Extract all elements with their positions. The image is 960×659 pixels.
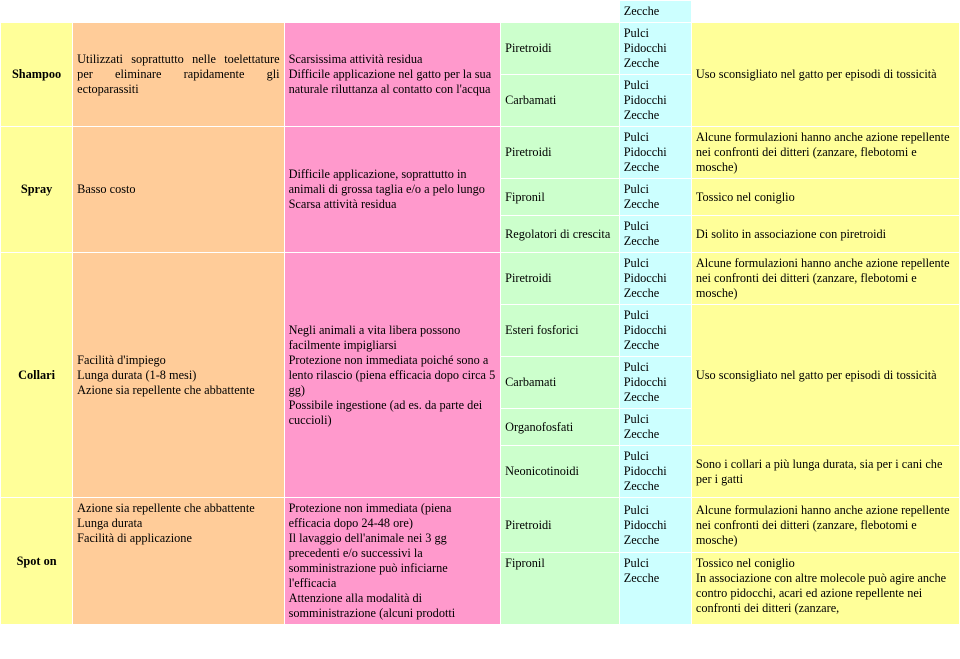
target-cell: PulciPidocchiZecche bbox=[619, 446, 691, 498]
note-cell: Sono i collari a più lunga durata, sia p… bbox=[691, 446, 959, 498]
target-cell: PulciPidocchiZecche bbox=[619, 305, 691, 357]
target-cell: PulciPidocchiZecche bbox=[619, 23, 691, 75]
advantages-spray: Basso costo bbox=[73, 127, 284, 253]
ingredient-cell: Organofosfati bbox=[501, 409, 620, 446]
ingredient-cell: Esteri fosforici bbox=[501, 305, 620, 357]
target-cell: PulciPidocchiZecche bbox=[619, 253, 691, 305]
disadvantages-collari: Negli animali a vita libera possono faci… bbox=[284, 253, 501, 498]
type-spoton: Spot on bbox=[1, 498, 73, 625]
type-spray: Spray bbox=[1, 127, 73, 253]
target-cell: Zecche bbox=[619, 1, 691, 23]
ingredient-cell: Fipronil bbox=[501, 179, 620, 216]
note-cell: Alcune formulazioni hanno anche azione r… bbox=[691, 127, 959, 179]
advantages-spoton: Azione sia repellente che abbattenteLung… bbox=[73, 498, 284, 625]
ingredient-cell: Piretroidi bbox=[501, 253, 620, 305]
note-cell: Tossico nel coniglioIn associazione con … bbox=[691, 553, 959, 625]
ingredient-cell: Carbamati bbox=[501, 357, 620, 409]
type-collari: Collari bbox=[1, 253, 73, 498]
note-cell: Uso sconsigliato nel gatto per episodi d… bbox=[691, 305, 959, 446]
note-cell: Tossico nel coniglio bbox=[691, 179, 959, 216]
blank bbox=[73, 1, 284, 23]
disadvantages-spray: Difficile applicazione, soprattutto in a… bbox=[284, 127, 501, 253]
ingredient-cell: Carbamati bbox=[501, 75, 620, 127]
blank bbox=[1, 1, 73, 23]
note-cell: Di solito in associazione con piretroidi bbox=[691, 216, 959, 253]
advantages-collari: Facilità d'impiegoLunga durata (1-8 mesi… bbox=[73, 253, 284, 498]
note-cell: Alcune formulazioni hanno anche azione r… bbox=[691, 253, 959, 305]
disadvantages-shampoo: Scarsissima attività residuaDifficile ap… bbox=[284, 23, 501, 127]
target-cell: PulciZecche bbox=[619, 409, 691, 446]
target-cell: PulciPidocchiZecche bbox=[619, 75, 691, 127]
advantages-shampoo: Utilizzati soprattutto nelle toelettatur… bbox=[73, 23, 284, 127]
ingredient-cell: Piretroidi bbox=[501, 498, 620, 553]
blank bbox=[691, 1, 959, 23]
target-cell: PulciZecche bbox=[619, 553, 691, 625]
target-cell: PulciPidocchiZecche bbox=[619, 498, 691, 553]
note-shampoo: Uso sconsigliato nel gatto per episodi d… bbox=[691, 23, 959, 127]
ingredient-cell: Regolatori di crescita bbox=[501, 216, 620, 253]
disadvantages-spoton: Protezione non immediata (piena efficaci… bbox=[284, 498, 501, 625]
blank bbox=[284, 1, 501, 23]
ingredient-cell: Piretroidi bbox=[501, 23, 620, 75]
ingredient-cell: Fipronil bbox=[501, 553, 620, 625]
blank bbox=[501, 1, 620, 23]
type-shampoo: Shampoo bbox=[1, 23, 73, 127]
target-cell: PulciPidocchiZecche bbox=[619, 357, 691, 409]
ingredient-cell: Neonicotinoidi bbox=[501, 446, 620, 498]
note-cell: Alcune formulazioni hanno anche azione r… bbox=[691, 498, 959, 553]
target-cell: PulciPidocchiZecche bbox=[619, 127, 691, 179]
target-cell: PulciZecche bbox=[619, 216, 691, 253]
ingredient-cell: Piretroidi bbox=[501, 127, 620, 179]
target-cell: PulciZecche bbox=[619, 179, 691, 216]
antiparasitic-table: Zecche Shampoo Utilizzati soprattutto ne… bbox=[0, 0, 960, 625]
